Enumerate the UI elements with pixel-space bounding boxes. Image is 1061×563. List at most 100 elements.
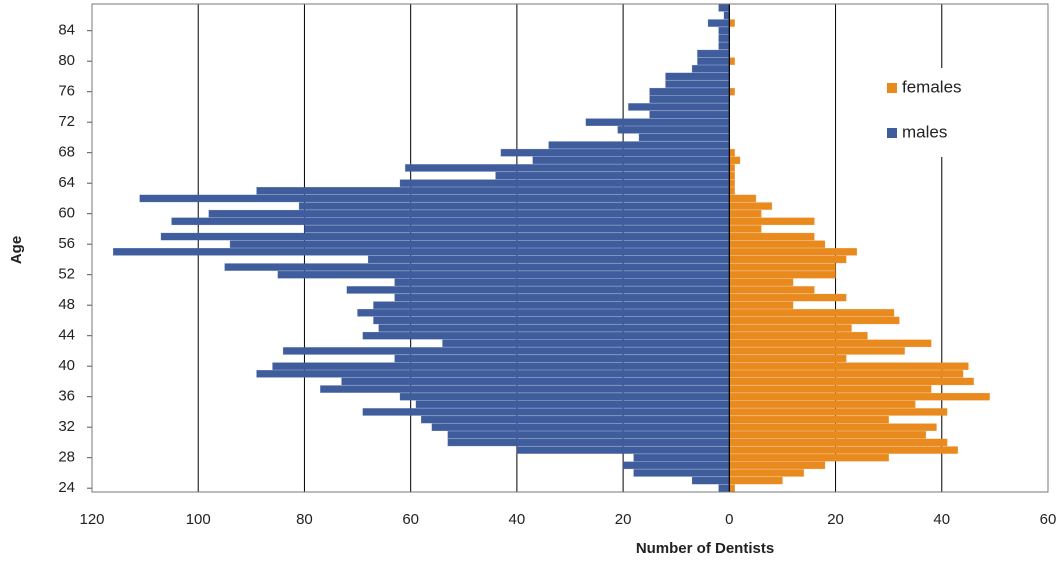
bar <box>649 95 730 104</box>
bar <box>729 240 826 248</box>
bar <box>729 461 826 470</box>
bar <box>442 339 730 348</box>
bar <box>500 148 730 157</box>
bar <box>729 209 762 218</box>
bar <box>729 156 741 165</box>
x-tick-label: 20 <box>615 511 632 528</box>
bar <box>718 34 730 43</box>
bar <box>729 286 815 294</box>
bar <box>729 331 868 340</box>
y-tick-label: 60 <box>58 205 75 222</box>
bar <box>729 423 937 431</box>
bar <box>729 19 735 27</box>
bar <box>729 324 852 332</box>
x-tick-label: 120 <box>79 511 104 528</box>
bar <box>367 255 730 264</box>
bar <box>729 362 969 370</box>
bar <box>729 202 773 210</box>
y-tick-label: 44 <box>58 327 75 344</box>
bar <box>139 194 730 203</box>
legend-label: females <box>902 77 962 96</box>
bar <box>729 171 735 180</box>
x-tick-label: 60 <box>402 511 419 528</box>
bar <box>729 469 804 477</box>
bar <box>729 316 900 325</box>
y-tick-label: 80 <box>58 52 75 69</box>
bar <box>304 225 730 233</box>
legend-label: males <box>902 122 947 141</box>
x-tick-label: 40 <box>509 511 526 528</box>
bar <box>729 179 735 187</box>
bar <box>362 408 730 416</box>
bar <box>112 248 730 256</box>
bar <box>373 316 730 325</box>
bar <box>729 217 815 226</box>
bar <box>282 347 730 355</box>
bar <box>171 217 730 226</box>
bar <box>628 103 730 111</box>
bar <box>229 240 730 248</box>
x-tick-label: 40 <box>933 511 950 528</box>
bar <box>649 110 730 119</box>
bar <box>729 408 948 416</box>
bar <box>160 232 730 241</box>
bar <box>272 362 730 370</box>
bar <box>362 331 730 340</box>
bar <box>320 385 730 393</box>
bar <box>729 476 783 485</box>
bar <box>729 194 757 203</box>
bar <box>633 469 730 477</box>
x-tick-label: 80 <box>296 511 313 528</box>
bar <box>633 453 730 462</box>
bar <box>729 446 958 454</box>
bar <box>357 309 730 317</box>
bar <box>729 385 932 393</box>
bar <box>691 65 730 73</box>
bar <box>649 87 730 96</box>
bar <box>277 270 730 279</box>
bar <box>516 446 730 454</box>
y-tick-label: 40 <box>58 357 75 374</box>
bar <box>707 19 730 27</box>
y-tick-label: 68 <box>58 144 75 161</box>
x-tick-label: 20 <box>827 511 844 528</box>
bar <box>548 141 730 149</box>
bar <box>729 301 794 309</box>
bar <box>532 156 730 165</box>
bar <box>723 11 730 20</box>
y-tick-label: 32 <box>58 418 75 435</box>
bar <box>622 461 730 470</box>
bar <box>729 453 889 462</box>
bar <box>729 431 927 439</box>
bar <box>346 286 730 294</box>
bar <box>665 80 730 88</box>
bar <box>729 392 990 401</box>
bar <box>256 187 730 195</box>
bar <box>729 400 916 409</box>
x-tick-label: 100 <box>186 511 211 528</box>
bar <box>431 423 730 431</box>
bar <box>729 263 836 271</box>
bar <box>729 232 815 241</box>
x-axis-title: Number of Dentists <box>636 540 774 557</box>
bar <box>638 133 730 142</box>
x-tick-label: 0 <box>725 511 733 528</box>
y-tick-label: 24 <box>58 479 75 496</box>
legend-swatch <box>887 128 897 138</box>
bar <box>718 42 730 50</box>
bar <box>729 270 836 279</box>
bar <box>399 179 730 187</box>
bar <box>729 255 847 264</box>
bar <box>729 87 735 96</box>
bar <box>729 148 735 157</box>
bar <box>394 278 730 287</box>
bar <box>617 126 730 134</box>
bar <box>224 263 730 271</box>
bar <box>373 301 730 309</box>
bar <box>394 293 730 302</box>
bar <box>729 339 932 348</box>
y-tick-label: 64 <box>58 174 75 191</box>
bar <box>495 171 730 180</box>
bar <box>399 392 730 401</box>
bar <box>729 164 735 172</box>
